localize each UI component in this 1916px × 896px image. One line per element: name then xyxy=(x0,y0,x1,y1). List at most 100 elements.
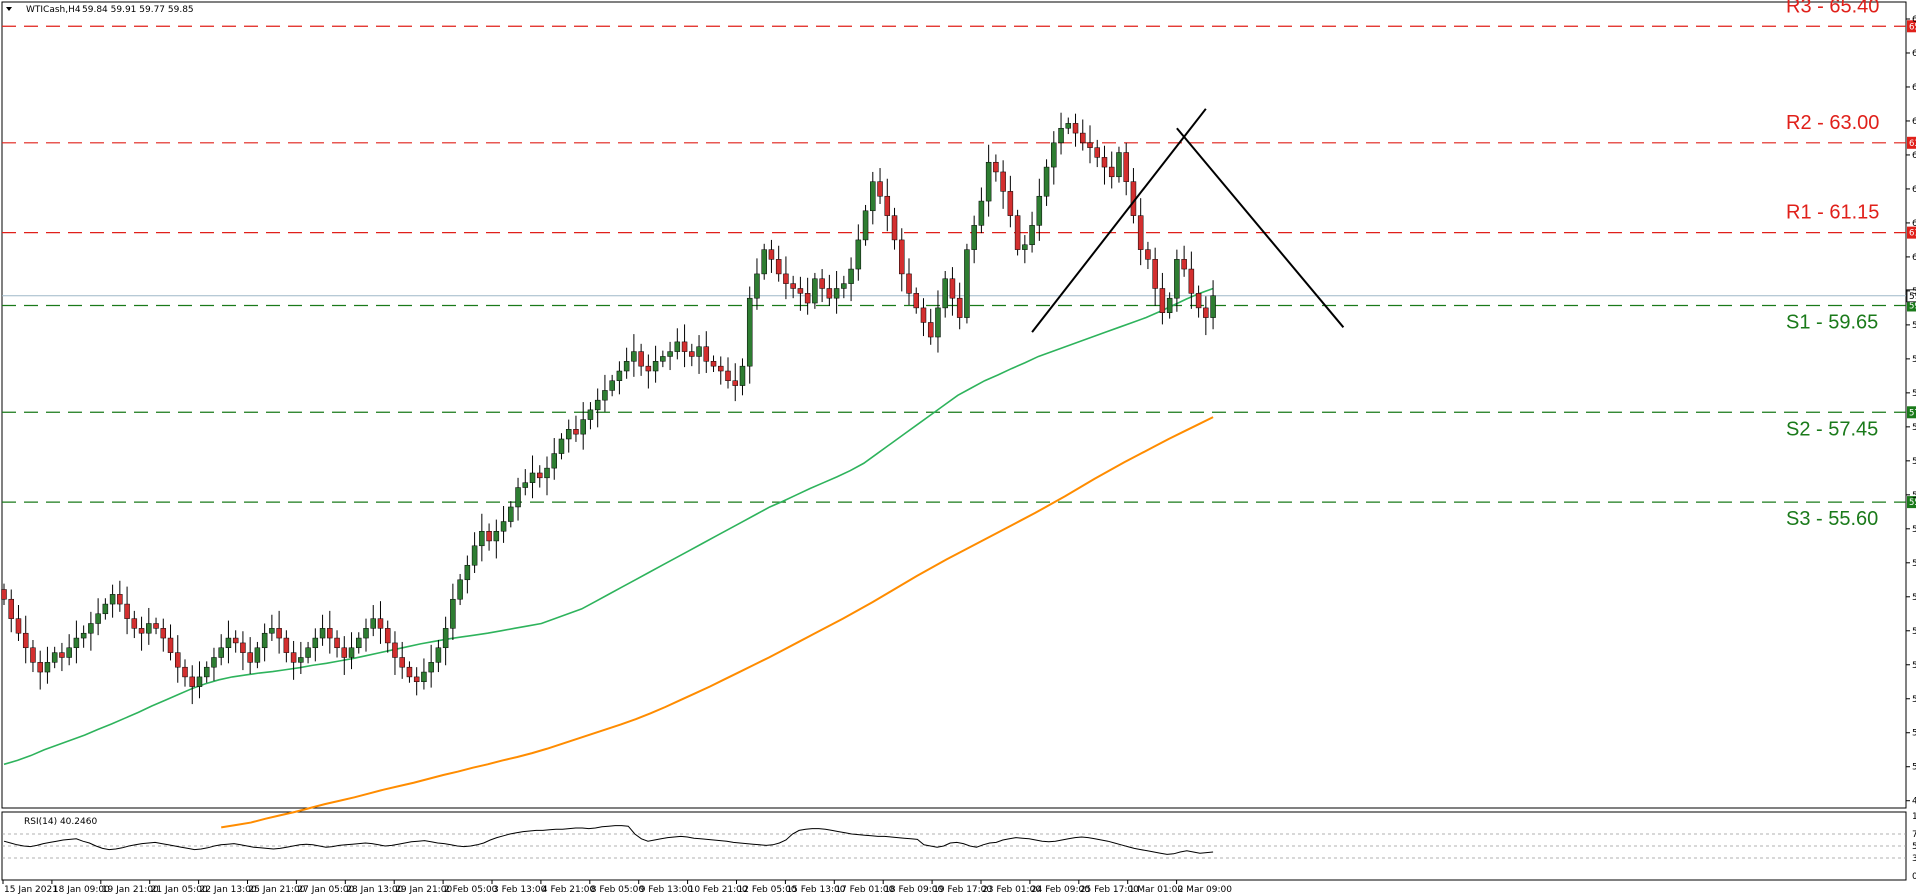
time-tick-label: 19 Feb 17:00 xyxy=(933,885,992,895)
candle-body xyxy=(515,487,521,508)
candle-body xyxy=(1000,171,1006,192)
candle-body xyxy=(1029,225,1035,246)
candle-body xyxy=(240,642,246,653)
candle-body xyxy=(442,628,449,649)
candle-body xyxy=(80,632,87,639)
candle-body xyxy=(356,637,362,649)
candle-body xyxy=(964,249,970,318)
level-price-tag-text: 61.15 xyxy=(1909,229,1916,239)
candle-body xyxy=(804,293,811,304)
candle-body xyxy=(138,628,145,634)
candle-body xyxy=(493,530,500,542)
candle-body xyxy=(1014,215,1021,250)
candle-body xyxy=(261,632,268,649)
candle-body xyxy=(891,215,898,241)
candle-body xyxy=(993,161,999,173)
time-tick-label: 8 Feb 05:00 xyxy=(591,885,645,895)
candle-body xyxy=(1145,249,1151,260)
candle-body xyxy=(544,467,550,479)
price-tick-label: 52.95 xyxy=(1912,627,1916,637)
time-tick-label: 2 Mar 09:00 xyxy=(1178,885,1233,895)
time-tick-label: 10 Feb 21:00 xyxy=(689,885,748,895)
rsi-tick-label: 100 xyxy=(1912,812,1916,822)
candle-body xyxy=(732,380,738,386)
candle-body xyxy=(783,273,789,284)
rsi-line xyxy=(3,825,1214,855)
level-price-tag xyxy=(1907,406,1916,419)
candle-body xyxy=(196,676,203,687)
candle-body xyxy=(862,210,869,241)
level-price-tag xyxy=(1907,496,1916,509)
candle-body xyxy=(529,472,536,483)
level-label: R3 - 65.40 xyxy=(1786,0,1879,17)
candle-body xyxy=(1108,166,1115,178)
time-tick-label: 15 Jan 2021 xyxy=(4,885,58,895)
level-price-tag xyxy=(1907,226,1916,239)
candle-body xyxy=(66,647,72,658)
candle-body xyxy=(363,628,369,639)
time-tick-label: 18 Feb 09:00 xyxy=(884,885,943,895)
candle-body xyxy=(182,666,188,678)
candle-body xyxy=(211,657,217,668)
candle-body xyxy=(638,351,644,367)
price-tick-label: 62.05 xyxy=(1912,185,1916,195)
candle-body xyxy=(971,225,977,250)
moving-average-slow xyxy=(221,416,1214,829)
candle-body xyxy=(1101,157,1108,168)
candle-body xyxy=(377,618,384,629)
candle-body xyxy=(609,380,615,391)
candle-body xyxy=(1137,215,1144,250)
candle-body xyxy=(37,662,43,673)
level-price-tag xyxy=(1907,20,1916,33)
candle-body xyxy=(247,652,253,663)
candle-body xyxy=(645,365,652,372)
candle-body xyxy=(754,273,760,299)
candle-body xyxy=(761,249,767,275)
candle-body xyxy=(848,268,854,284)
level-label: S1 - 59.65 xyxy=(1786,311,1878,333)
price-tick-label: 51.55 xyxy=(1912,695,1916,705)
candle-body xyxy=(189,676,195,687)
candle-body xyxy=(870,181,876,212)
time-tick-label: 9 Feb 13:00 xyxy=(640,885,694,895)
candle-body xyxy=(73,637,80,649)
candle-body xyxy=(681,341,688,352)
level-label: S3 - 55.60 xyxy=(1786,508,1878,530)
level-price-tag-text: 55.60 xyxy=(1909,498,1916,508)
candle-body xyxy=(1188,268,1195,294)
candle-body xyxy=(537,472,543,479)
candle-body xyxy=(232,637,239,644)
candle-body xyxy=(435,647,442,663)
current-price-tag xyxy=(1906,289,1916,303)
rsi-label: RSI(14) 40.2460 xyxy=(24,817,97,827)
candle-body xyxy=(479,530,485,547)
candle-body xyxy=(616,370,623,381)
time-tick-label: 3 Feb 13:00 xyxy=(493,885,547,895)
candle-body xyxy=(319,628,326,639)
candle-body xyxy=(703,346,710,362)
candle-body xyxy=(146,623,152,634)
candle-body xyxy=(457,579,463,600)
moving-average-fast xyxy=(3,287,1214,766)
time-tick-label: 1 Mar 01:00 xyxy=(1129,885,1184,895)
candle-body xyxy=(276,628,282,639)
candle-body xyxy=(298,657,304,663)
candle-body xyxy=(1051,142,1057,168)
candle-body xyxy=(797,288,804,294)
rsi-tick-label: 30 xyxy=(1912,854,1916,864)
candle-body xyxy=(920,307,927,323)
candle-body xyxy=(124,603,130,619)
candle-body xyxy=(1072,123,1079,134)
level-price-tag-text: 63.00 xyxy=(1909,139,1916,149)
candle-body xyxy=(935,307,941,338)
rsi-tick-label: 50 xyxy=(1912,842,1916,852)
candle-body xyxy=(95,613,101,624)
price-tick-label: 63.45 xyxy=(1912,117,1916,127)
candle-body xyxy=(117,594,123,605)
candle-body xyxy=(22,632,29,649)
time-tick-label: 2 Feb 05:00 xyxy=(444,885,498,895)
candle-body xyxy=(1174,259,1180,299)
rsi-tick-label: 70 xyxy=(1912,830,1916,840)
